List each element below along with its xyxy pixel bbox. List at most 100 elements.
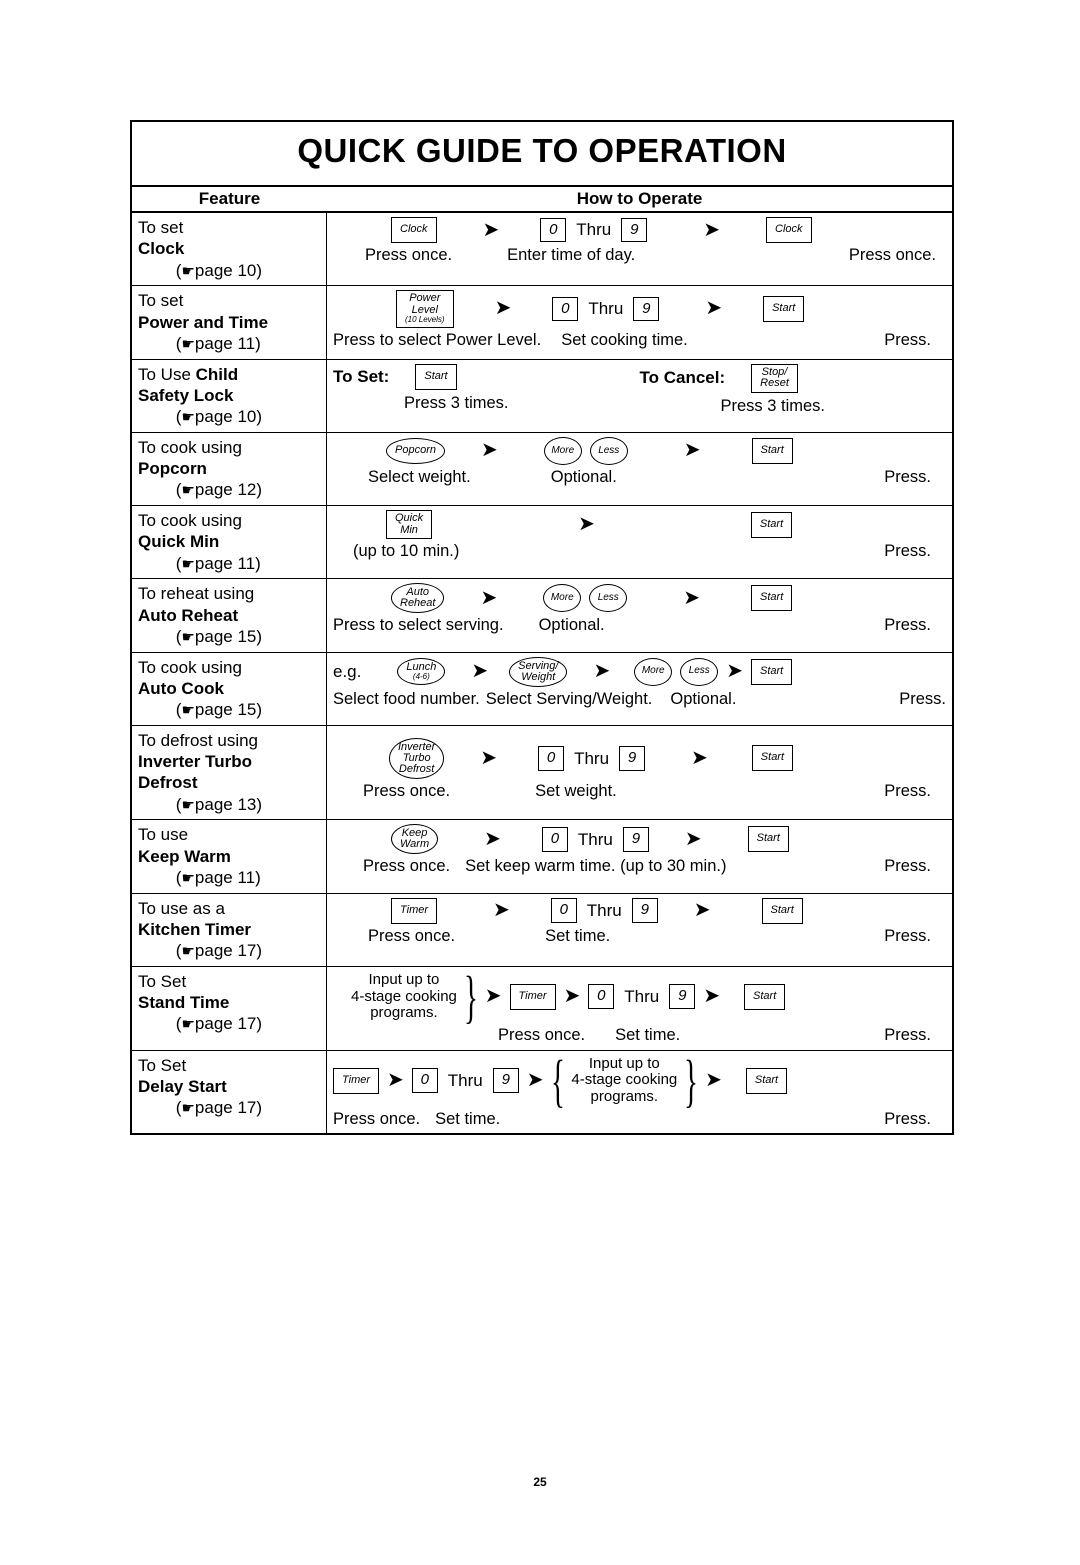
start-button: Start bbox=[763, 296, 804, 322]
page-ref: (☛page 15) bbox=[138, 627, 262, 646]
start-button: Start bbox=[752, 438, 793, 464]
feature-name: Clock bbox=[138, 239, 184, 258]
feature-line1: To use as a bbox=[138, 899, 225, 918]
feature-line1: To cook using bbox=[138, 511, 242, 530]
digit-0: 0 bbox=[538, 746, 564, 771]
start-button: Start bbox=[762, 898, 803, 924]
step-label: (up to 10 min.) bbox=[353, 541, 459, 562]
feature-cell: To set Clock (☛page 10) bbox=[132, 213, 327, 285]
operate-cell: Timer ➤ 0 Thru 9 ➤ { Input up to 4-stage… bbox=[327, 1051, 952, 1134]
step-label: Press. bbox=[884, 926, 931, 947]
lunch-button: Lunch (4-6) bbox=[397, 658, 445, 685]
arrow-icon: ➤ bbox=[564, 984, 581, 1009]
popcorn-button: Popcorn bbox=[386, 438, 445, 464]
operate-cell: Power Level (10 Levels) ➤ 0 Thru 9 ➤ Sta… bbox=[327, 286, 952, 358]
digit-9: 9 bbox=[623, 827, 649, 852]
more-button: More bbox=[544, 437, 582, 465]
digit-0: 0 bbox=[552, 297, 578, 322]
row-childlock: To Use Child Safety Lock (☛page 10) To S… bbox=[132, 360, 952, 433]
step-label: Press once. bbox=[849, 245, 936, 266]
step-label: Set time. bbox=[615, 1025, 680, 1046]
step-label: Set time. bbox=[545, 926, 610, 947]
operate-cell: Auto Reheat ➤ More Less ➤ Start Press to… bbox=[327, 579, 952, 651]
feature-name: Popcorn bbox=[138, 459, 207, 478]
step-label: Press. bbox=[884, 781, 931, 802]
arrow-icon: ➤ bbox=[495, 296, 512, 321]
step-label: Select weight. bbox=[368, 467, 471, 488]
feature-name: Child bbox=[196, 365, 239, 384]
step-label: Press once. bbox=[368, 926, 455, 947]
feature-name: Stand Time bbox=[138, 993, 229, 1012]
digit-0: 0 bbox=[542, 827, 568, 852]
power-level-button: Power Level (10 Levels) bbox=[396, 290, 454, 327]
thru-label: Thru bbox=[576, 829, 615, 850]
thru-label: Thru bbox=[585, 900, 624, 921]
feature-cell: To Set Stand Time (☛page 17) bbox=[132, 967, 327, 1050]
arrow-icon: ➤ bbox=[694, 898, 711, 923]
arrow-icon: ➤ bbox=[578, 512, 595, 537]
page-container: QUICK GUIDE TO OPERATION Feature How to … bbox=[0, 0, 1080, 1565]
to-set-label: To Set: bbox=[333, 366, 389, 387]
step-label: Press once. bbox=[363, 781, 450, 802]
feature-cell: To defrost using Inverter Turbo Defrost … bbox=[132, 726, 327, 820]
row-keepwarm: To use Keep Warm (☛page 11) Keep Warm ➤ … bbox=[132, 820, 952, 893]
feature-name: Power and Time bbox=[138, 313, 268, 332]
timer-button: Timer bbox=[333, 1068, 379, 1094]
eg-label: e.g. bbox=[333, 661, 361, 682]
step-label: Enter time of day. bbox=[507, 245, 635, 266]
feature-cell: To Use Child Safety Lock (☛page 10) bbox=[132, 360, 327, 432]
start-button: Start bbox=[744, 984, 785, 1010]
more-button: More bbox=[543, 584, 581, 612]
arrow-icon: ➤ bbox=[387, 1068, 404, 1093]
arrow-icon: ➤ bbox=[703, 984, 720, 1009]
page-ref: (☛page 10) bbox=[138, 261, 262, 280]
arrow-icon: ➤ bbox=[483, 218, 500, 243]
feature-cell: To cook using Auto Cook (☛page 15) bbox=[132, 653, 327, 725]
feature-line1: To defrost using bbox=[138, 731, 258, 750]
feature-line1: To cook using bbox=[138, 658, 242, 677]
feature-name: Keep Warm bbox=[138, 847, 231, 866]
step-label: Press. bbox=[884, 467, 931, 488]
feature-cell: To cook using Quick Min (☛page 11) bbox=[132, 506, 327, 578]
operate-cell: Input up to 4-stage cooking programs. } … bbox=[327, 967, 952, 1050]
arrow-icon: ➤ bbox=[703, 218, 720, 243]
feature-line1: To Set bbox=[138, 1056, 186, 1075]
feature-name: Auto Reheat bbox=[138, 606, 238, 625]
arrow-icon: ➤ bbox=[685, 827, 702, 852]
page-ref: (☛page 15) bbox=[138, 700, 262, 719]
digit-0: 0 bbox=[551, 898, 577, 923]
header-feature: Feature bbox=[132, 187, 327, 211]
page-ref: (☛page 11) bbox=[138, 868, 261, 887]
step-label: Set cooking time. bbox=[561, 330, 688, 351]
digit-9: 9 bbox=[621, 218, 647, 243]
stop-reset-button: Stop/ Reset bbox=[751, 364, 798, 393]
step-label: Select food number. bbox=[333, 689, 480, 710]
row-quickmin: To cook using Quick Min (☛page 11) Quick… bbox=[132, 506, 952, 579]
timer-button: Timer bbox=[510, 984, 556, 1010]
digit-9: 9 bbox=[493, 1068, 519, 1093]
page-ref: (☛page 17) bbox=[138, 1014, 262, 1033]
step-label: Press 3 times. bbox=[720, 397, 825, 415]
arrow-icon: ➤ bbox=[705, 296, 722, 321]
quickmin-button: Quick Min bbox=[386, 510, 432, 539]
thru-label: Thru bbox=[622, 986, 661, 1007]
start-button: Start bbox=[415, 364, 456, 390]
autoreheat-button: Auto Reheat bbox=[391, 583, 444, 613]
feature-line1: To use bbox=[138, 825, 188, 844]
arrow-icon: ➤ bbox=[593, 659, 610, 684]
less-button: Less bbox=[589, 584, 627, 612]
curly-brace-icon: } bbox=[684, 1055, 698, 1107]
digit-0: 0 bbox=[588, 984, 614, 1009]
guide-box: QUICK GUIDE TO OPERATION Feature How to … bbox=[130, 120, 954, 1135]
feature-line1: To Set bbox=[138, 972, 186, 991]
arrow-icon: ➤ bbox=[691, 746, 708, 771]
arrow-icon: ➤ bbox=[484, 827, 501, 852]
step-label: Press to select serving. bbox=[333, 615, 504, 636]
feature-line1: To set bbox=[138, 291, 183, 310]
start-button: Start bbox=[751, 659, 792, 685]
feature-name: Quick Min bbox=[138, 532, 219, 551]
page-title: QUICK GUIDE TO OPERATION bbox=[132, 122, 952, 185]
defrost-button: Inverter Turbo Defrost bbox=[389, 738, 444, 779]
row-clock: To set Clock (☛page 10) Clock ➤ 0 Thru 9… bbox=[132, 213, 952, 286]
start-button: Start bbox=[752, 745, 793, 771]
